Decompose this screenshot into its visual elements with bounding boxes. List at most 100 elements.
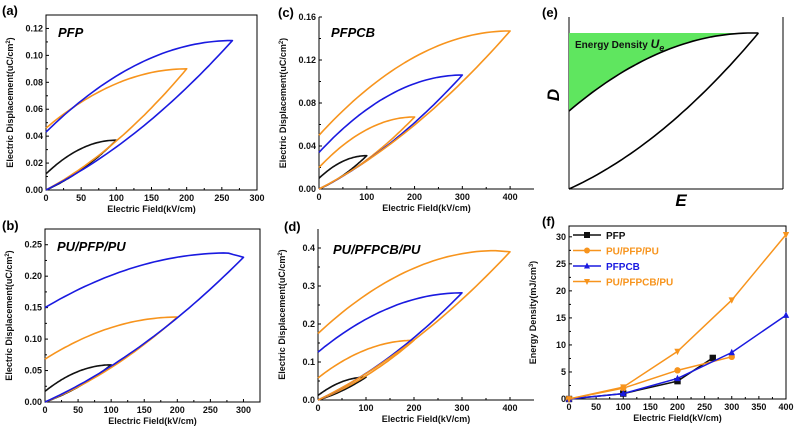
x-tick-label: 300: [249, 193, 264, 203]
x-tick-label: 400: [503, 192, 518, 202]
panel-label: (d): [284, 219, 301, 234]
x-tick-label: 200: [407, 192, 422, 202]
y-tick-label: 0.08: [25, 77, 43, 87]
x-tick-label: 150: [137, 405, 152, 415]
y-tick-label: 5: [561, 367, 566, 377]
y-axis-label: Electric Displacement(uC/cm2): [4, 250, 14, 380]
y-axis-label: Energy Density(mJ/cm3): [528, 261, 538, 364]
panel-title: PFP: [58, 25, 84, 40]
legend-marker-triangle-down: [584, 279, 590, 285]
energy-density-annotation: Energy Density Ue: [575, 37, 664, 53]
y-tick-label: 20: [556, 286, 566, 296]
x-tick-label: 150: [144, 193, 159, 203]
legend-label: PFP: [606, 231, 626, 242]
de-loop-100: [317, 376, 367, 401]
data-point-triangle-up: [728, 348, 735, 356]
panel-label: (a): [2, 3, 18, 18]
data-point-triangle-down: [565, 396, 573, 403]
panel-f: (f) 0 50 100 150 200 250 300 350 400 0 5 10 15 20 25 30 E…: [528, 214, 794, 423]
series-line-2: [568, 314, 787, 400]
panel-label: (f): [542, 214, 555, 229]
data-point-circle: [674, 367, 681, 374]
y-tick-label: 0.00: [25, 185, 43, 195]
x-tick-label: 200: [179, 193, 194, 203]
charge-branch: [568, 32, 760, 190]
x-tick-label: 100: [616, 402, 631, 412]
x-tick-label: 50: [73, 405, 83, 415]
de-loop-300: [317, 292, 463, 401]
series-line-0: [568, 357, 714, 400]
y-tick-label: 0.00: [24, 397, 42, 407]
x-tick-label: 350: [751, 402, 766, 412]
legend-label: PU/PFPCB/PU: [606, 278, 673, 289]
x-tick-label: 300: [454, 403, 469, 413]
legend-marker-triangle-up: [584, 262, 590, 269]
x-tick-label: 250: [697, 402, 712, 412]
de-loop-200: [318, 116, 416, 190]
de-loop-300: [44, 252, 245, 403]
panel-title: PFPCB: [331, 25, 375, 40]
y-tick-label: 0.08: [298, 98, 316, 108]
de-loop-300: [318, 74, 464, 190]
data-point-circle: [728, 353, 735, 361]
x-axis-label: Electric Field(kV/cm): [633, 413, 722, 423]
de-loop-200: [45, 68, 188, 191]
de-loop-100: [45, 139, 118, 191]
x-axis-label: Electric Field(kV/cm): [382, 414, 471, 424]
y-tick-label: 0.12: [25, 23, 43, 33]
y-tick-label: 0.12: [298, 55, 316, 65]
y-axis-label: Electric Displacement(uC/cm2): [5, 37, 15, 167]
data-point-square: [674, 377, 681, 385]
panel-label: (b): [2, 218, 19, 233]
data-point-triangle-up: [782, 311, 790, 318]
data-point-triangle-down: [782, 231, 790, 239]
energy-density-area: [569, 33, 759, 111]
x-tick-label: 0: [42, 405, 47, 415]
x-tick-label: 200: [406, 403, 421, 413]
y-tick-label: 0.20: [24, 271, 42, 281]
de-loop-265: [45, 39, 234, 191]
panel-b: (b) 0 50 100 150 200 250 300 0.00 0.05 0.10 0.15 0.2…: [2, 218, 261, 426]
legend-marker-circle: [584, 247, 590, 254]
x-tick-label: 100: [358, 403, 373, 413]
y-axis-label: Electric Displacement(uC/cm2): [277, 249, 287, 379]
panel-c: (c) 0 100 200 300 400 0.00 0.04 0.08 0.12 0.16 Elec…: [278, 5, 534, 213]
y-tick-label: 0.25: [24, 240, 42, 250]
series-line-3: [568, 234, 787, 400]
panel-a: (a) 0 50 100 150 200 250 300 0.00 0.02 0.04 0.06 0.0…: [2, 3, 265, 214]
x-tick-label: 0: [315, 403, 320, 413]
x-tick-label: 0: [316, 192, 321, 202]
data-point-triangle-down: [674, 348, 681, 356]
y-tick-label: 0.10: [24, 334, 42, 344]
y-tick-label: 0.2: [302, 319, 315, 329]
x-tick-label: 300: [236, 405, 251, 415]
x-axis-label: Electric Field(kV/cm): [382, 203, 471, 213]
plot-frame: [44, 228, 261, 403]
legend-marker-square: [584, 232, 590, 238]
x-tick-label: 150: [643, 402, 658, 412]
x-tick-label: 100: [359, 192, 374, 202]
x-tick-label: 200: [170, 405, 185, 415]
discharge-branch: [568, 32, 759, 112]
legend-label: PFPCB: [606, 262, 640, 273]
panel-label: (c): [278, 5, 294, 20]
de-loop-400: [317, 249, 511, 401]
x-tick-label: 100: [104, 405, 119, 415]
x-axis-label: E: [675, 191, 687, 210]
y-tick-label: 0.04: [298, 141, 316, 151]
x-axis-label: Electric Field(kV/cm): [107, 204, 196, 214]
data-point-triangle-down: [620, 384, 627, 391]
x-tick-label: 400: [502, 403, 517, 413]
y-tick-label: 0.16: [298, 12, 316, 22]
x-tick-label: 50: [76, 193, 86, 203]
y-tick-label: 0.06: [25, 104, 43, 114]
panel-label: (e): [542, 5, 558, 20]
y-tick-label: 0.3: [302, 281, 315, 291]
y-tick-label: 0.1: [302, 357, 315, 367]
data-point-triangle-down: [728, 297, 735, 304]
x-tick-label: 300: [724, 402, 739, 412]
de-loop-200: [44, 316, 179, 403]
y-tick-label: 0.0: [302, 395, 315, 405]
y-tick-label: 0.10: [25, 50, 43, 60]
